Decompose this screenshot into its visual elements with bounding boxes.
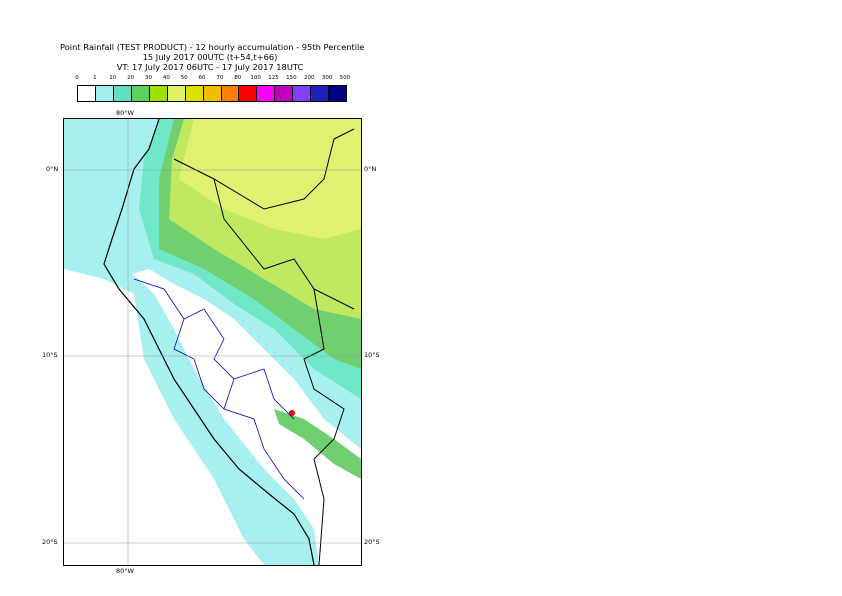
lat-label-20-left: 20°S (42, 538, 58, 546)
legend-swatch-10 (257, 86, 276, 101)
legend-swatch-9 (239, 86, 258, 101)
legend-threshold-labels: 0 1 10 20 30 40 50 60 70 80 100 125 150 200 300 500 (75, 75, 350, 84)
title-line-1: Point Rainfall (TEST PRODUCT) - 12 hourl… (60, 42, 365, 52)
legend-threshold-125: 125 (268, 75, 279, 81)
title-line-3: VT: 17 July 2017 06UTC - 17 July 2017 18… (116, 62, 304, 72)
legend-swatch-5 (167, 86, 186, 101)
legend-threshold-60: 60 (198, 75, 206, 81)
legend-swatch-14 (329, 86, 347, 101)
legend-threshold-80: 80 (234, 75, 242, 81)
rain-max-spot (289, 410, 295, 416)
legend-threshold-300: 300 (321, 75, 333, 81)
legend-swatch-4 (149, 86, 168, 101)
lat-label-20-right: 20°S (364, 538, 380, 546)
legend-threshold-10: 10 (109, 75, 117, 81)
legend-color-bar (77, 85, 347, 102)
national-borders (173, 128, 355, 565)
legend-threshold-40: 40 (162, 75, 170, 81)
coastline (103, 119, 315, 565)
regional-borders (133, 278, 305, 500)
legend-threshold-200: 200 (304, 75, 315, 81)
legend-threshold-100: 100 (250, 75, 261, 81)
legend-swatch-8 (221, 86, 240, 101)
legend-swatch-7 (203, 86, 222, 101)
legend-threshold-500: 500 (339, 75, 351, 81)
legend-threshold-30: 30 (144, 75, 152, 81)
legend-swatch-0 (78, 86, 96, 101)
lat-label-10-left: 10°S (42, 351, 58, 359)
lat-label-10-right: 10°S (364, 351, 380, 359)
legend-threshold-150: 150 (286, 75, 297, 81)
lat-label-0-right: 0°N (364, 165, 377, 173)
legend-swatch-11 (275, 86, 294, 101)
legend-threshold-1: 1 (93, 75, 97, 81)
legend-threshold-70: 70 (216, 75, 224, 81)
rain-streak-southeast (274, 409, 361, 479)
lon-label-bottom: 80°W (116, 567, 134, 575)
legend-swatch-12 (293, 86, 312, 101)
legend-swatch-1 (95, 86, 114, 101)
map-panel (63, 118, 362, 566)
legend-swatch-3 (131, 86, 150, 101)
legend-threshold-50: 50 (180, 75, 188, 81)
rainfall-map (64, 119, 361, 565)
legend-swatch-2 (113, 86, 132, 101)
rain-band-50 (179, 119, 361, 239)
dry-ocean-area (64, 269, 264, 565)
lon-label-top: 80°W (116, 109, 134, 117)
dry-land-area (132, 269, 361, 565)
legend-threshold-0: 0 (75, 75, 79, 81)
chart-title: Point Rainfall (TEST PRODUCT) - 12 hourl… (60, 42, 365, 72)
legend-swatch-6 (185, 86, 204, 101)
legend-swatch-13 (311, 86, 330, 101)
lat-label-0-left: 0°N (46, 165, 59, 173)
color-legend: 0 1 10 20 30 40 50 60 70 80 100 125 150 200 300 500 (75, 75, 350, 102)
legend-threshold-20: 20 (127, 75, 135, 81)
title-line-2: 15 July 2017 00UTC (t+54,t+66) (142, 52, 278, 62)
